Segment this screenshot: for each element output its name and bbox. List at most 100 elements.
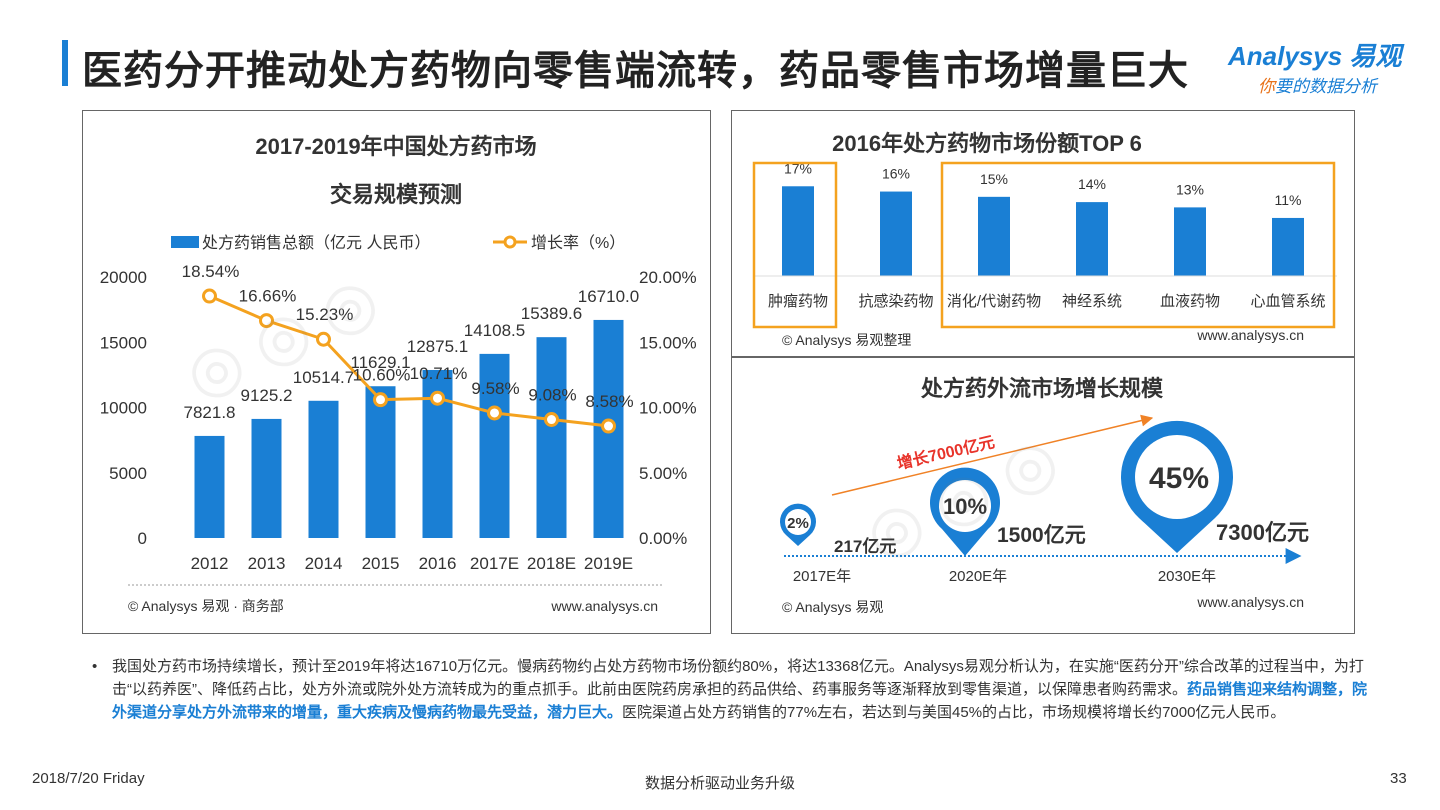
x-tick-label: 2017E [470, 554, 519, 573]
legend-line-label: 增长率（%） [531, 234, 625, 252]
bar-value-label: 11629.1 [350, 353, 410, 372]
left-tick-label: 5000 [109, 464, 147, 483]
x-tick-label: 2012 [191, 554, 229, 573]
growth-rate-point [430, 390, 445, 406]
summary-paragraph: • 我国处方药市场持续增长，预计至2019年将达16710万亿元。慢病药物约占处… [92, 655, 1372, 724]
legend-line-marker [503, 235, 517, 249]
share-value-label: 11% [1275, 192, 1302, 208]
bar-2015 [365, 386, 396, 538]
bullet-marker: • [92, 658, 98, 675]
bar-value-label: 10514.7 [293, 368, 354, 387]
market-size-panel: 2017-2019年中国处方药市场 交易规模预测 处方药销售总额（亿元 人民币）… [82, 110, 711, 634]
page-number: 33 [1390, 770, 1407, 787]
bar-value-label: 15389.6 [521, 304, 582, 323]
share-bar-4 [1174, 207, 1206, 276]
share-category-label: 神经系统 [1062, 293, 1122, 310]
growth-rate-label: 9.08% [528, 386, 576, 405]
logo-slogan-accent: 你 [1258, 77, 1275, 96]
bar-value-label: 14108.5 [464, 321, 525, 340]
growth-rate-point [202, 288, 217, 304]
pin-2020: 10% [930, 467, 1000, 556]
pin-2017: 2% [780, 503, 816, 546]
right-tick-label: 10.00% [639, 399, 697, 418]
pin-2020-pct: 10% [943, 494, 987, 519]
share-bar-1 [880, 191, 912, 276]
growth-rate-label: 16.66% [239, 287, 297, 306]
right-tick-label: 5.00% [639, 464, 687, 483]
top6-share-panel: 2016年处方药物市场份额TOP 6 17% 肿瘤药物 16% 抗感染药物 15% 消化/… [731, 110, 1355, 357]
summary-text-2: 医院渠道占处方药销售的77%左右，若达到与美国45%的占比，市场规模将增长约70… [622, 704, 1286, 721]
growth-rate-label: 9.58% [471, 379, 519, 398]
pin-2017-value: 217亿元 [834, 536, 896, 556]
pin-2020-value: 1500亿元 [997, 523, 1086, 547]
top6-share-chart: 2016年处方药物市场份额TOP 6 17% 肿瘤药物 16% 抗感染药物 15% 消化/… [752, 131, 1337, 348]
growth-rate-label: 15.23% [296, 305, 354, 324]
legend-bar-swatch [171, 236, 199, 248]
x-tick-label: 2016 [419, 554, 457, 573]
x-tick-label: 2019E [584, 554, 633, 573]
logo-slogan: 你要的数据分析 [1258, 72, 1377, 97]
logo-main-text: Analysys 易观 [1228, 41, 1402, 71]
pin-2017-pct: 2% [787, 515, 809, 532]
pin-2020-year: 2020E年 [949, 568, 1007, 585]
bar-2013 [251, 418, 282, 538]
left-tick-label: 15000 [100, 333, 147, 352]
growth-rate-point [487, 405, 502, 421]
right-tick-label: 20.00% [639, 268, 697, 287]
growth-rate-point [373, 392, 388, 408]
growth-arrow [831, 414, 1154, 496]
share-bar-0 [782, 186, 814, 276]
chart2-source: © Analysys 易观整理 [782, 332, 911, 348]
title-accent-bar [62, 40, 68, 86]
chart1-title-line1: 2017-2019年中国处方药市场 [255, 134, 536, 159]
x-tick-label: 2013 [248, 554, 286, 573]
left-tick-label: 0 [138, 529, 147, 548]
right-tick-label: 15.00% [639, 333, 697, 352]
left-tick-label: 10000 [100, 399, 147, 418]
bar-2014 [308, 400, 339, 538]
pin-2030-year: 2030E年 [1158, 568, 1216, 585]
summary-highlight: 药品销售迎来结构调整，院外渠道分享处方外流带来的增量，重大疾病及慢病药物最先受益… [112, 681, 1368, 721]
share-bar-5 [1272, 217, 1304, 276]
chart1-source: © Analysys 易观 · 商务部 [128, 598, 284, 614]
growth-rate-point [259, 313, 274, 329]
bar-2018E [536, 337, 567, 538]
growth-rate-label: 10.71% [410, 364, 468, 383]
growth-rate-label: 18.54% [182, 262, 240, 281]
share-value-label: 17% [784, 160, 812, 176]
left-tick-label: 20000 [100, 268, 147, 287]
x-tick-label: 2018E [527, 554, 576, 573]
share-value-label: 15% [980, 171, 1008, 187]
footer-slogan: 数据分析驱动业务升级 [644, 775, 795, 792]
outflow-title: 处方药外流市场增长规模 [920, 376, 1164, 401]
share-category-label: 心血管系统 [1250, 293, 1325, 310]
pin-2017-year: 2017E年 [793, 568, 851, 585]
analysys-logo: Analysys 易观 你要的数据分析 [1228, 36, 1418, 96]
share-category-label: 抗感染药物 [858, 293, 933, 310]
share-value-label: 16% [882, 166, 910, 182]
growth-rate-line [208, 294, 609, 428]
share-bar-3 [1076, 202, 1108, 276]
outflow-source: © Analysys 易观 [782, 599, 883, 615]
growth-rate-point [601, 418, 616, 434]
highlight-box-oncology [752, 161, 838, 329]
legend-bar-label: 处方药销售总额（亿元 人民币） [202, 234, 430, 252]
share-value-label: 13% [1176, 181, 1204, 197]
chart1-url: www.analysys.cn [550, 598, 658, 614]
share-category-label: 肿瘤药物 [768, 293, 828, 310]
bar-value-label: 7821.8 [184, 403, 236, 422]
growth-rate-label: 10.60% [353, 366, 411, 385]
bar-value-label: 9125.2 [241, 386, 293, 405]
share-category-label: 血液药物 [1160, 293, 1220, 310]
outflow-growth-diagram: 处方药外流市场增长规模 增长7000亿元 2% 217亿元 2017E年 10%… [780, 376, 1309, 615]
bar-2017E [479, 353, 510, 538]
summary-text-1: 我国处方药市场持续增长，预计至2019年将达16710万亿元。慢病药物约占处方药… [112, 658, 1364, 698]
page-title: 医药分开推动处方药物向零售端流转，药品零售市场增量巨大 [82, 49, 1189, 93]
outflow-url: www.analysys.cn [1196, 594, 1304, 610]
logo-slogan-rest: 要的数据分析 [1275, 77, 1377, 96]
growth-rate-label: 8.58% [585, 392, 633, 411]
share-value-label: 14% [1078, 176, 1106, 192]
growth-rate-point [544, 412, 559, 428]
market-size-chart: 2017-2019年中国处方药市场 交易规模预测 处方药销售总额（亿元 人民币）… [100, 134, 697, 614]
pin-2030: 45% [1121, 420, 1233, 553]
